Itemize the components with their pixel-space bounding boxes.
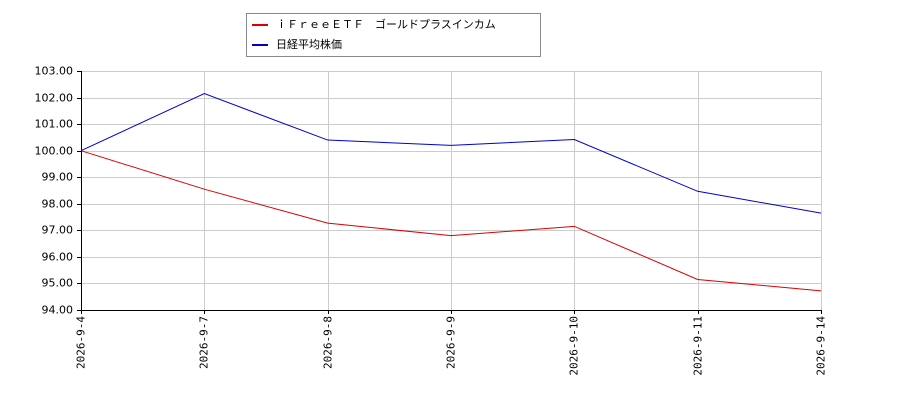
y-tick-label: 101.00	[35, 118, 74, 131]
line	[80, 150, 822, 292]
y-tick-label: 100.00	[35, 145, 74, 158]
x-tick-label: 2026-9-10	[568, 316, 581, 376]
legend-label: ｉＦｒｅｅＥＴＦ ゴールドプラスインカム	[276, 17, 496, 31]
x-tick-label: 2026-9-14	[815, 316, 828, 376]
x-tick-label: 2026-9-4	[75, 316, 88, 369]
y-tick-label: 94.00	[42, 304, 74, 317]
x-tick-label: 2026-9-7	[198, 316, 211, 369]
y-tick-label: 97.00	[42, 224, 74, 237]
y-tick-label: 98.00	[42, 198, 74, 211]
y-tick-label: 102.00	[35, 92, 74, 105]
line	[80, 93, 822, 214]
y-tick-label: 95.00	[42, 277, 74, 290]
legend-label: 日経平均株価	[276, 37, 342, 51]
x-tick-label: 2026-9-8	[322, 316, 335, 369]
x-tick-label: 2026-9-11	[692, 316, 705, 376]
y-tick-label: 96.00	[42, 251, 74, 264]
y-tick-label: 99.00	[42, 171, 74, 184]
y-tick-label: 103.00	[35, 65, 74, 78]
x-tick-label: 2026-9-9	[445, 316, 458, 369]
legend-box	[246, 13, 541, 57]
